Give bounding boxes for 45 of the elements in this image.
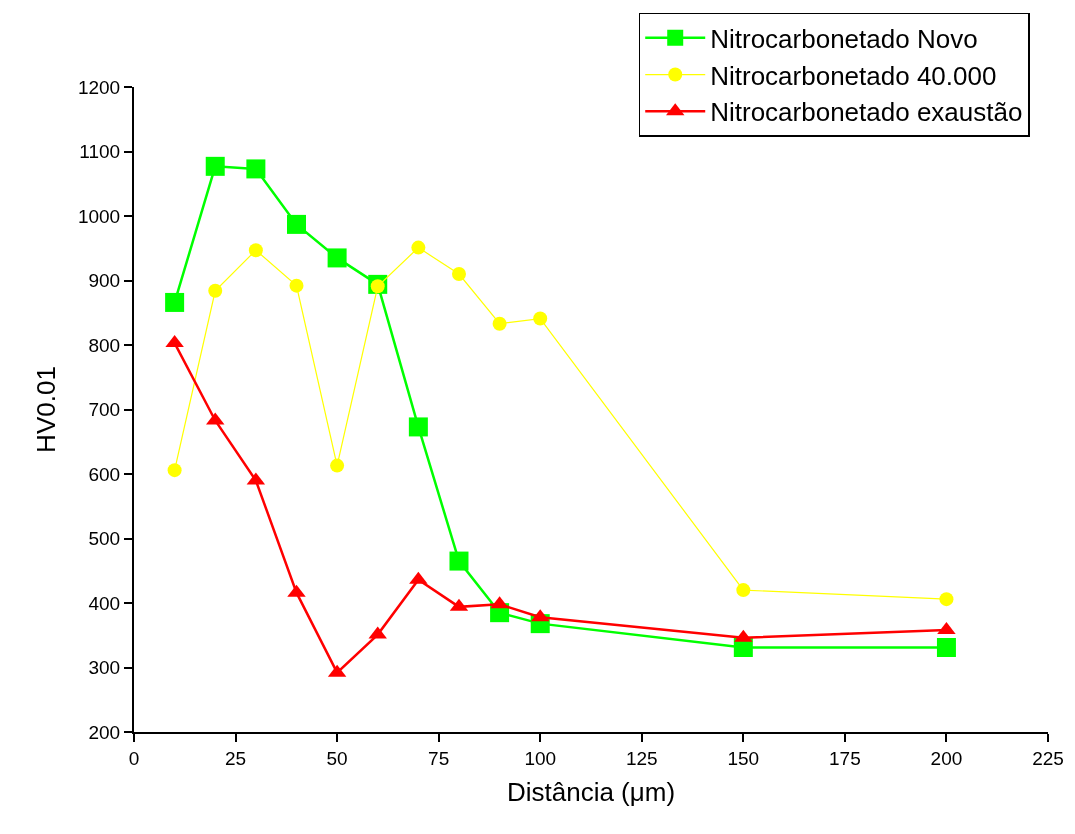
point	[936, 638, 956, 658]
point	[451, 267, 466, 282]
y-tick-label: 800	[88, 334, 121, 356]
y-tick-label: 600	[88, 463, 121, 485]
point	[327, 248, 347, 268]
y-tick-label: 200	[88, 721, 121, 743]
point	[208, 283, 223, 298]
x-axis-title: Distância (μm)	[506, 777, 676, 807]
point	[330, 458, 345, 473]
y-tick-label: 500	[88, 528, 121, 550]
y-tick-label: 1100	[79, 141, 121, 163]
y-tick-label: 1200	[77, 76, 121, 98]
x-tick-label: 225	[1032, 747, 1064, 769]
point	[205, 156, 225, 176]
point	[289, 278, 304, 293]
point	[248, 243, 263, 258]
point	[939, 592, 954, 607]
y-tick-label: 1000	[77, 205, 121, 227]
x-tick-label: 150	[727, 747, 760, 769]
y-tick-label: 300	[88, 657, 121, 679]
x-tick-label: 200	[930, 747, 963, 769]
x-tick-label: 50	[326, 747, 348, 769]
legend-label: Nitrocarbonetado exaustão	[710, 97, 1023, 128]
x-tick-label: 75	[428, 747, 450, 769]
y-tick-label: 700	[88, 399, 121, 421]
point	[408, 417, 428, 437]
y-tick-label: 900	[88, 270, 121, 292]
point	[165, 292, 185, 312]
point	[449, 551, 469, 571]
y-axis-title: HV0.01	[30, 366, 61, 453]
x-tick-label: 125	[625, 747, 658, 769]
point	[492, 316, 507, 331]
x-tick-label: 0	[128, 747, 140, 769]
point	[533, 311, 548, 326]
point	[736, 583, 751, 598]
point	[411, 240, 426, 255]
x-tick-label: 175	[829, 747, 861, 769]
point	[167, 463, 182, 478]
y-tick-label: 400	[88, 592, 121, 614]
point	[286, 214, 306, 234]
legend-label: Nitrocarbonetado 40.000	[710, 60, 997, 91]
x-tick-label: 25	[224, 747, 247, 769]
point	[246, 159, 266, 179]
legend-label: Nitrocarbonetado Novo	[710, 23, 978, 54]
x-tick-label: 100	[524, 747, 557, 769]
